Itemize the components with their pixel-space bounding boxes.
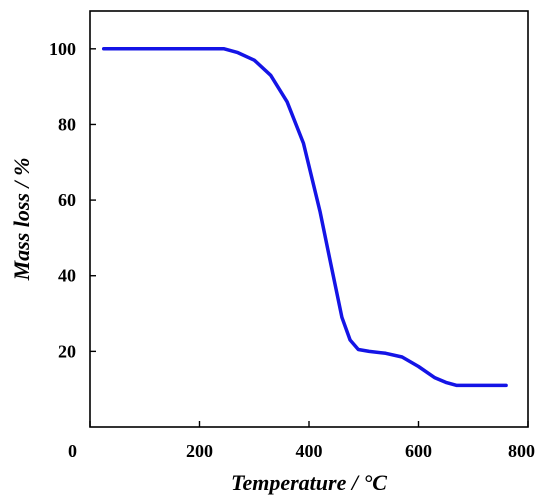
x-axis-ticks: 0 200 400 600 800	[68, 421, 535, 461]
y-axis-ticks: 20 40 60 80 100	[49, 39, 96, 361]
x-tick-label: 600	[405, 441, 432, 461]
y-tick-label: 60	[58, 190, 76, 210]
x-tick-label: 400	[296, 441, 323, 461]
y-tick-label: 40	[58, 266, 76, 286]
x-tick-label: 200	[186, 441, 213, 461]
x-tick-label: 0	[68, 441, 77, 461]
x-axis-title: Temperature / °C	[231, 470, 387, 495]
y-tick-label: 80	[58, 114, 76, 134]
y-tick-label: 100	[49, 39, 76, 59]
y-axis-title: Mass loss / %	[9, 158, 34, 282]
y-tick-label: 20	[58, 341, 76, 361]
series-line	[101, 47, 508, 388]
plot-frame	[89, 10, 529, 428]
x-tick-label: 800	[508, 441, 535, 461]
